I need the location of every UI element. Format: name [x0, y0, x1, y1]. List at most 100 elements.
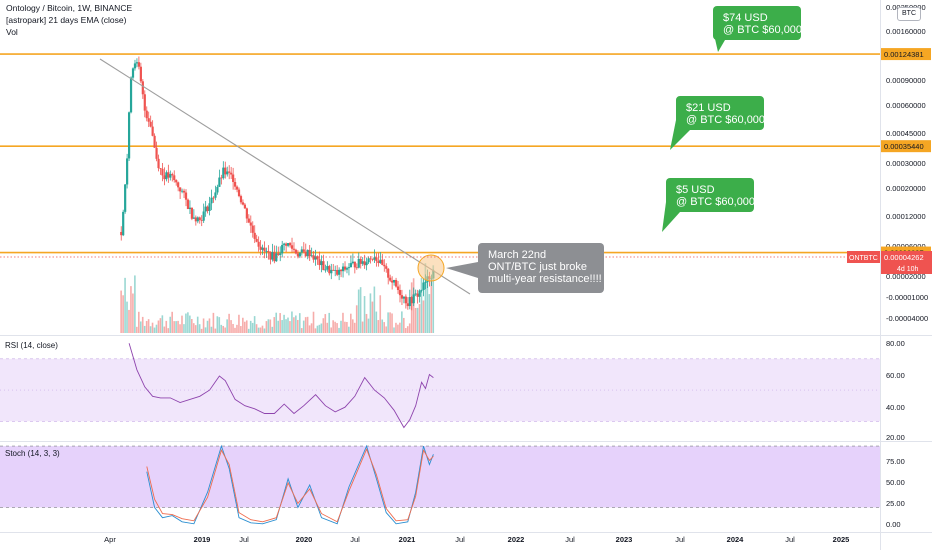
- candle-body: [379, 259, 382, 264]
- candle-body: [377, 261, 380, 264]
- volume-bar: [404, 328, 407, 333]
- level-price-label: 0.00035440: [884, 142, 924, 151]
- volume-bar: [277, 320, 279, 333]
- price-tick-label: 0.00060000: [886, 101, 926, 110]
- candle-body: [283, 243, 286, 245]
- volume-bar: [194, 325, 197, 333]
- time-axis-label: Jul: [675, 535, 685, 544]
- volume-bar: [293, 317, 295, 333]
- candle-body: [182, 190, 186, 193]
- volume-bar: [336, 323, 338, 333]
- volume-bar: [375, 311, 378, 333]
- candle-body: [314, 256, 317, 260]
- volume-bar: [173, 321, 175, 333]
- volume-bar: [136, 326, 138, 333]
- volume-bar: [287, 317, 289, 333]
- candle-body: [294, 249, 298, 254]
- candle-body: [310, 255, 313, 257]
- volume-bar: [320, 323, 323, 333]
- currency-badge[interactable]: BTC: [897, 7, 921, 21]
- candle-body: [180, 190, 184, 192]
- rsi-pane-label[interactable]: RSI (14, close): [5, 341, 58, 350]
- candle-body: [285, 243, 288, 246]
- volume-bar: [138, 311, 140, 333]
- callout-breakout-text: ONT/BTC just broke: [488, 261, 587, 273]
- volume-bar: [265, 321, 268, 333]
- candle-body: [124, 184, 127, 212]
- volume-bar: [179, 324, 181, 333]
- time-axis-label: Jul: [565, 535, 575, 544]
- candle-body: [312, 255, 315, 260]
- volume-bar: [422, 300, 425, 333]
- volume-bar: [163, 326, 166, 333]
- rsi-tick-label: 60.00: [886, 371, 905, 380]
- volume-bar: [314, 328, 317, 333]
- volume-bar: [181, 315, 183, 333]
- candle-body: [351, 261, 354, 264]
- candle-body: [330, 269, 333, 274]
- volume-bar: [269, 319, 272, 333]
- volume-bar: [306, 316, 309, 333]
- volume-bar: [261, 325, 264, 333]
- candle-body: [139, 66, 142, 82]
- volume-bar: [328, 312, 331, 333]
- price-tick-label: 0.00012000: [886, 212, 926, 221]
- volume-bar: [218, 317, 221, 333]
- candle-body: [316, 256, 319, 260]
- level-price-badge: [881, 48, 931, 61]
- volume-bar: [310, 323, 313, 333]
- volume-legend[interactable]: Vol: [6, 27, 18, 37]
- candle-body: [175, 180, 178, 183]
- candle-body: [389, 277, 392, 281]
- candle-body: [367, 258, 370, 263]
- stoch-pane-label[interactable]: Stoch (14, 3, 3): [5, 449, 60, 458]
- volume-bar: [363, 296, 366, 333]
- volume-bar: [393, 327, 395, 333]
- volume-bar: [242, 317, 244, 333]
- volume-bar: [236, 324, 238, 333]
- candle-body: [347, 267, 351, 269]
- volume-bar: [355, 305, 358, 333]
- volume-bar: [418, 304, 421, 333]
- volume-bar: [192, 323, 195, 333]
- candle-body: [129, 77, 133, 113]
- breakout-highlight-circle: [417, 254, 445, 282]
- volume-bar: [330, 327, 332, 333]
- volume-bar: [267, 319, 270, 333]
- candle-body: [143, 94, 146, 111]
- volume-bar: [240, 326, 242, 333]
- volume-bar: [342, 312, 344, 333]
- volume-bar: [399, 322, 401, 333]
- candle-body: [385, 266, 388, 269]
- candle-body: [400, 295, 404, 299]
- volume-bar: [401, 311, 403, 333]
- volume-bar: [389, 312, 391, 333]
- candle-body: [228, 171, 231, 173]
- candle-body: [338, 269, 341, 275]
- candle-body: [322, 261, 325, 271]
- volume-bar: [238, 314, 240, 333]
- volume-bar: [220, 324, 223, 333]
- candle-body: [255, 238, 258, 242]
- candle-body: [161, 168, 164, 176]
- volume-bar: [387, 312, 389, 333]
- volume-bar: [300, 328, 303, 333]
- rsi-line: [128, 343, 434, 429]
- candle-body: [232, 174, 235, 183]
- chart-title: Ontology / Bitcoin, 1W, BINANCE: [6, 3, 133, 13]
- volume-bar: [346, 321, 348, 333]
- candle-body: [383, 264, 386, 267]
- indicator-legend[interactable]: [astropark] 21 days EMA (close): [6, 15, 127, 25]
- volume-bar: [122, 295, 124, 333]
- candle-body: [208, 203, 211, 212]
- volume-bar: [128, 309, 130, 333]
- candle-body: [302, 249, 305, 252]
- callout-breakout-tail: [446, 262, 478, 278]
- time-axis-label: 2025: [833, 535, 850, 544]
- volume-bar: [403, 317, 405, 333]
- volume-bar: [216, 316, 219, 333]
- stoch-tick-label: 75.00: [886, 457, 905, 466]
- volume-bar: [177, 320, 179, 333]
